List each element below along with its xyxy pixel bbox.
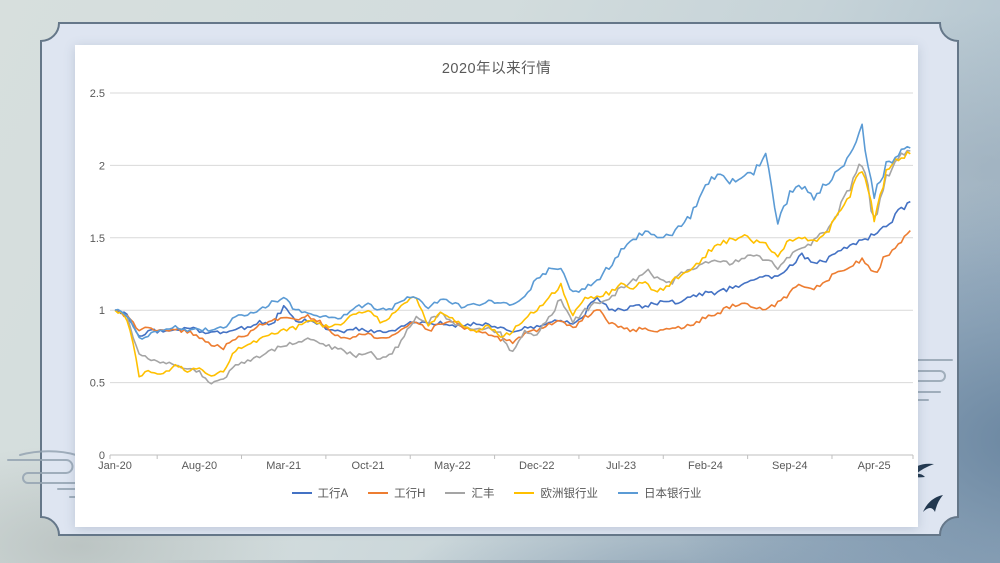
- svg-text:1: 1: [99, 305, 105, 317]
- svg-text:Jul-23: Jul-23: [606, 460, 636, 472]
- svg-text:Dec-22: Dec-22: [519, 460, 554, 472]
- bottom-edge-shade: [150, 560, 710, 563]
- svg-text:Jan-20: Jan-20: [98, 460, 132, 472]
- bird-icon: [923, 495, 943, 512]
- svg-text:Feb-24: Feb-24: [688, 460, 723, 472]
- series-line-1: [114, 200, 911, 337]
- legend-label: 日本银行业: [643, 488, 702, 500]
- svg-text:2: 2: [99, 160, 105, 172]
- legend-swatch: [445, 491, 466, 495]
- legend-swatch: [368, 491, 389, 495]
- chart-card: 0 0.5 1 1.5 2 2.5 Jan-20 Aug-20 Mar-21 Oct-21 May-…: [75, 45, 918, 527]
- series-line-5: [114, 123, 911, 340]
- legend-item: 汇丰: [445, 485, 494, 501]
- legend-swatch: [514, 491, 535, 495]
- legend-swatch: [617, 491, 638, 495]
- legend-item: 工行A: [291, 485, 349, 501]
- legend-label: 工行A: [317, 488, 349, 500]
- svg-text:Mar-21: Mar-21: [266, 460, 301, 472]
- svg-text:May-22: May-22: [434, 460, 471, 472]
- svg-text:Aug-20: Aug-20: [182, 460, 217, 472]
- legend-label: 汇丰: [471, 488, 495, 500]
- line-chart: 0 0.5 1 1.5 2 2.5 Jan-20 Aug-20 Mar-21 Oct-21 May-…: [90, 88, 914, 472]
- series-line-2: [114, 230, 911, 351]
- svg-text:0: 0: [99, 450, 105, 462]
- legend-item: 工行H: [368, 485, 425, 501]
- svg-text:Oct-21: Oct-21: [352, 460, 385, 472]
- chart-title: 2020年以来行情: [441, 61, 552, 77]
- legend-label: 工行H: [394, 488, 426, 500]
- legend-swatch: [291, 491, 312, 495]
- legend-item: 欧洲银行业: [514, 485, 598, 501]
- svg-text:1.5: 1.5: [90, 233, 105, 245]
- svg-text:0.5: 0.5: [90, 378, 105, 390]
- svg-text:Sep-24: Sep-24: [772, 460, 807, 472]
- svg-text:Apr-25: Apr-25: [858, 460, 891, 472]
- legend-label: 欧洲银行业: [540, 488, 598, 500]
- chart-legend: 工行A 工行H 汇丰 欧洲银行业 日本银行业: [75, 483, 918, 503]
- legend-item: 日本银行业: [617, 485, 702, 501]
- svg-text:2.5: 2.5: [90, 88, 105, 100]
- series-line-3: [114, 149, 911, 385]
- series-line-4: [114, 151, 911, 378]
